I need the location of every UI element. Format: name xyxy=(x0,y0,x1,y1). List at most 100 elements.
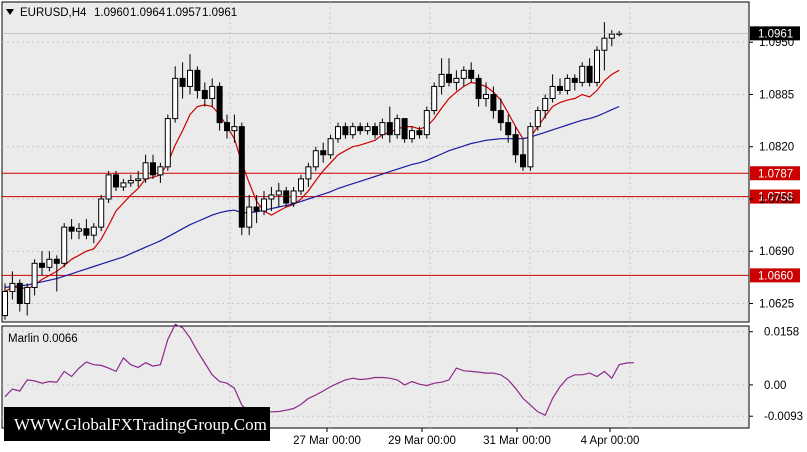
candle-body-bear xyxy=(557,85,563,91)
candle-body-bull xyxy=(453,77,460,83)
candle xyxy=(194,66,201,99)
candle xyxy=(542,94,549,119)
candle-body-bull xyxy=(349,126,356,136)
level-tag-label: 1.0758 xyxy=(758,192,793,204)
candle xyxy=(120,178,127,191)
candle-body-bear xyxy=(490,93,497,112)
level-tag-label: 1.0660 xyxy=(758,270,793,282)
candle xyxy=(46,251,53,272)
candle-body-bear xyxy=(586,65,593,83)
support-resistance-lines: 1.0787 1.0758 1.0660 xyxy=(2,166,800,283)
candle-body-bear xyxy=(342,126,349,136)
candle-body-bear xyxy=(386,122,393,136)
candlesticks xyxy=(2,22,623,320)
candle xyxy=(187,54,193,95)
candle xyxy=(16,279,23,312)
candle-body-bull xyxy=(364,126,371,132)
candle-body-bull xyxy=(290,190,297,204)
candle xyxy=(261,190,267,216)
candle-body-bear xyxy=(283,190,290,204)
candle xyxy=(9,271,16,300)
candle-body-bear xyxy=(216,85,223,124)
price-tick-label: 1.0820 xyxy=(759,142,794,154)
candle-body-bull xyxy=(31,262,38,288)
candle xyxy=(586,58,593,87)
candle xyxy=(31,259,38,296)
candle xyxy=(142,154,149,183)
candle-body-bull xyxy=(2,290,8,317)
candle xyxy=(335,122,341,143)
candle-body-bull xyxy=(157,166,164,176)
candle-body-bear xyxy=(253,206,260,212)
candle xyxy=(231,114,238,143)
candle xyxy=(438,58,445,95)
candle-body-bear xyxy=(446,73,452,83)
candle xyxy=(2,283,8,320)
candle-body-bear xyxy=(39,262,45,268)
candle xyxy=(571,74,578,91)
candle xyxy=(401,118,408,143)
candle-body-bull xyxy=(327,138,334,156)
candle xyxy=(349,122,356,139)
candle xyxy=(579,62,586,87)
candle-body-bull xyxy=(275,190,282,196)
candle xyxy=(386,106,393,143)
watermark: WWW.GlobalFXTradingGroup.Com xyxy=(4,407,270,441)
candle xyxy=(460,66,467,87)
candle xyxy=(135,170,142,187)
candle xyxy=(564,74,571,95)
candle xyxy=(512,126,519,163)
candle-body-bull xyxy=(379,122,386,136)
candle-body-bull xyxy=(608,33,615,39)
candle xyxy=(246,194,253,236)
watermark-text: WWW.GlobalFXTradingGroup.Com xyxy=(14,415,267,434)
candle xyxy=(505,114,512,143)
candle-body-bear xyxy=(512,134,519,156)
candle xyxy=(157,162,164,183)
candle xyxy=(446,58,452,87)
candle xyxy=(342,122,349,139)
candle xyxy=(238,122,245,236)
candle-body-bear xyxy=(468,69,475,79)
candle xyxy=(209,78,216,107)
candle-body-bull xyxy=(549,85,556,99)
candle-body-bull xyxy=(127,179,134,184)
candle-body-bear xyxy=(416,130,423,136)
candle xyxy=(253,194,260,224)
chart-menu-arrow-icon[interactable] xyxy=(6,9,14,15)
time-axis: 27 Mar 00:00 29 Mar 00:00 31 Mar 00:00 4 Ap… xyxy=(293,428,639,447)
candle-body-bear xyxy=(16,282,23,305)
candle xyxy=(475,74,482,107)
candle-body-bull xyxy=(394,118,401,136)
candle-body-bear xyxy=(238,126,245,228)
candle-body-bull xyxy=(438,73,445,87)
candle-body-bear xyxy=(357,126,364,132)
candle xyxy=(431,82,438,115)
time-tick-label: 31 Mar 00:00 xyxy=(483,435,551,447)
candle xyxy=(24,283,31,316)
candle-body-bull xyxy=(76,228,82,232)
candle xyxy=(468,62,475,83)
candle xyxy=(357,122,364,135)
price-tick-label: 1.0755 xyxy=(759,194,794,206)
candle xyxy=(409,126,415,143)
candle-body-bear xyxy=(150,162,156,176)
candle xyxy=(490,86,497,119)
candle-body-bull xyxy=(534,110,541,128)
candle xyxy=(305,162,312,187)
candle xyxy=(416,126,423,139)
price-tick-label: 1.0690 xyxy=(759,246,794,258)
candle-body-bull xyxy=(164,118,171,168)
price-tick-label: 1.0625 xyxy=(759,299,794,311)
price-panel xyxy=(1,1,750,323)
candle-body-bull xyxy=(594,49,600,83)
candle-body-bear xyxy=(113,174,119,188)
candle-body-bull xyxy=(542,97,549,112)
candle-body-bull xyxy=(483,93,489,99)
candle-body-bull xyxy=(431,85,438,112)
candle-body-bear xyxy=(201,89,208,99)
time-tick-label: 29 Mar 00:00 xyxy=(388,435,456,447)
fast-ma-line xyxy=(4,69,620,292)
candle xyxy=(39,251,45,276)
candle-body-bull xyxy=(246,206,253,228)
